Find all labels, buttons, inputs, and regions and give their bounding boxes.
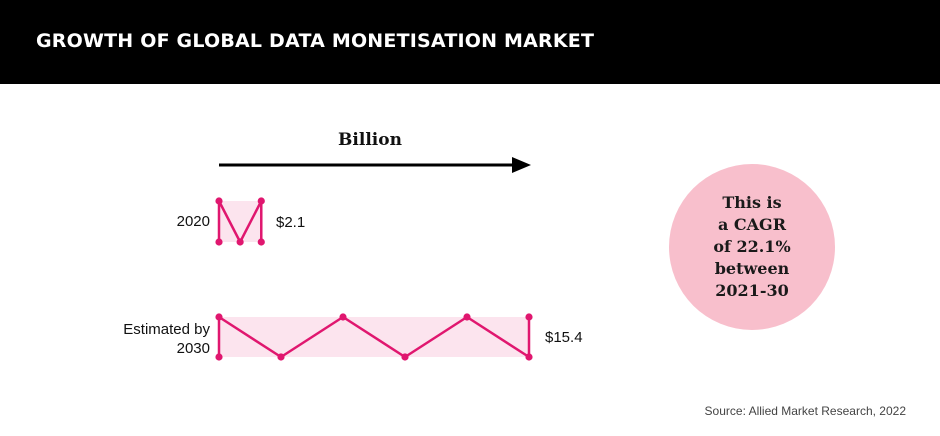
- bar-vertex-dot: [257, 197, 265, 205]
- cagr-line: a CAGR: [717, 215, 787, 234]
- cagr-line: This is: [722, 193, 782, 212]
- bar-vertex-dot: [215, 313, 223, 321]
- bar-vertex-dot: [401, 353, 409, 361]
- cagr-callout: This is a CAGR of 22.1% between 2021-30: [669, 164, 835, 330]
- bars-group: [215, 197, 533, 361]
- cagr-line: 2021-30: [715, 281, 789, 300]
- chart-title: GROWTH OF GLOBAL DATA MONETISATION MARKE…: [36, 30, 595, 52]
- bar-vertex-dot: [525, 313, 533, 321]
- source-note: Source: Allied Market Research, 2022: [704, 404, 906, 418]
- category-label-2030: Estimated by 2030: [123, 321, 210, 357]
- value-label-2030: $15.4: [545, 329, 583, 346]
- bar-vertex-dot: [277, 353, 285, 361]
- value-label-2020: $2.1: [276, 214, 306, 231]
- bar-vertex-dot: [215, 197, 223, 205]
- cagr-text: This is a CAGR of 22.1% between 2021-30: [692, 192, 812, 302]
- bar-vertex-dot: [525, 353, 533, 361]
- header-bar: GROWTH OF GLOBAL DATA MONETISATION MARKE…: [0, 0, 940, 84]
- bar-fill-0: [219, 201, 262, 242]
- bar-zigzag-1: [217, 315, 531, 359]
- cagr-line: between: [714, 259, 790, 278]
- cagr-line: of 22.1%: [713, 237, 791, 256]
- unit-arrow-head: [512, 157, 531, 173]
- unit-label: Billion: [338, 130, 402, 150]
- bar-vertex-dot: [257, 238, 265, 246]
- bar-vertex-dot: [236, 238, 244, 246]
- bar-vertex-dot: [215, 353, 223, 361]
- chart-svg: [215, 157, 533, 361]
- category-label-2020: 2020: [176, 213, 210, 230]
- bar-vertex-dot: [339, 313, 347, 321]
- bar-vertex-dot: [463, 313, 471, 321]
- bar-vertex-dot: [215, 238, 223, 246]
